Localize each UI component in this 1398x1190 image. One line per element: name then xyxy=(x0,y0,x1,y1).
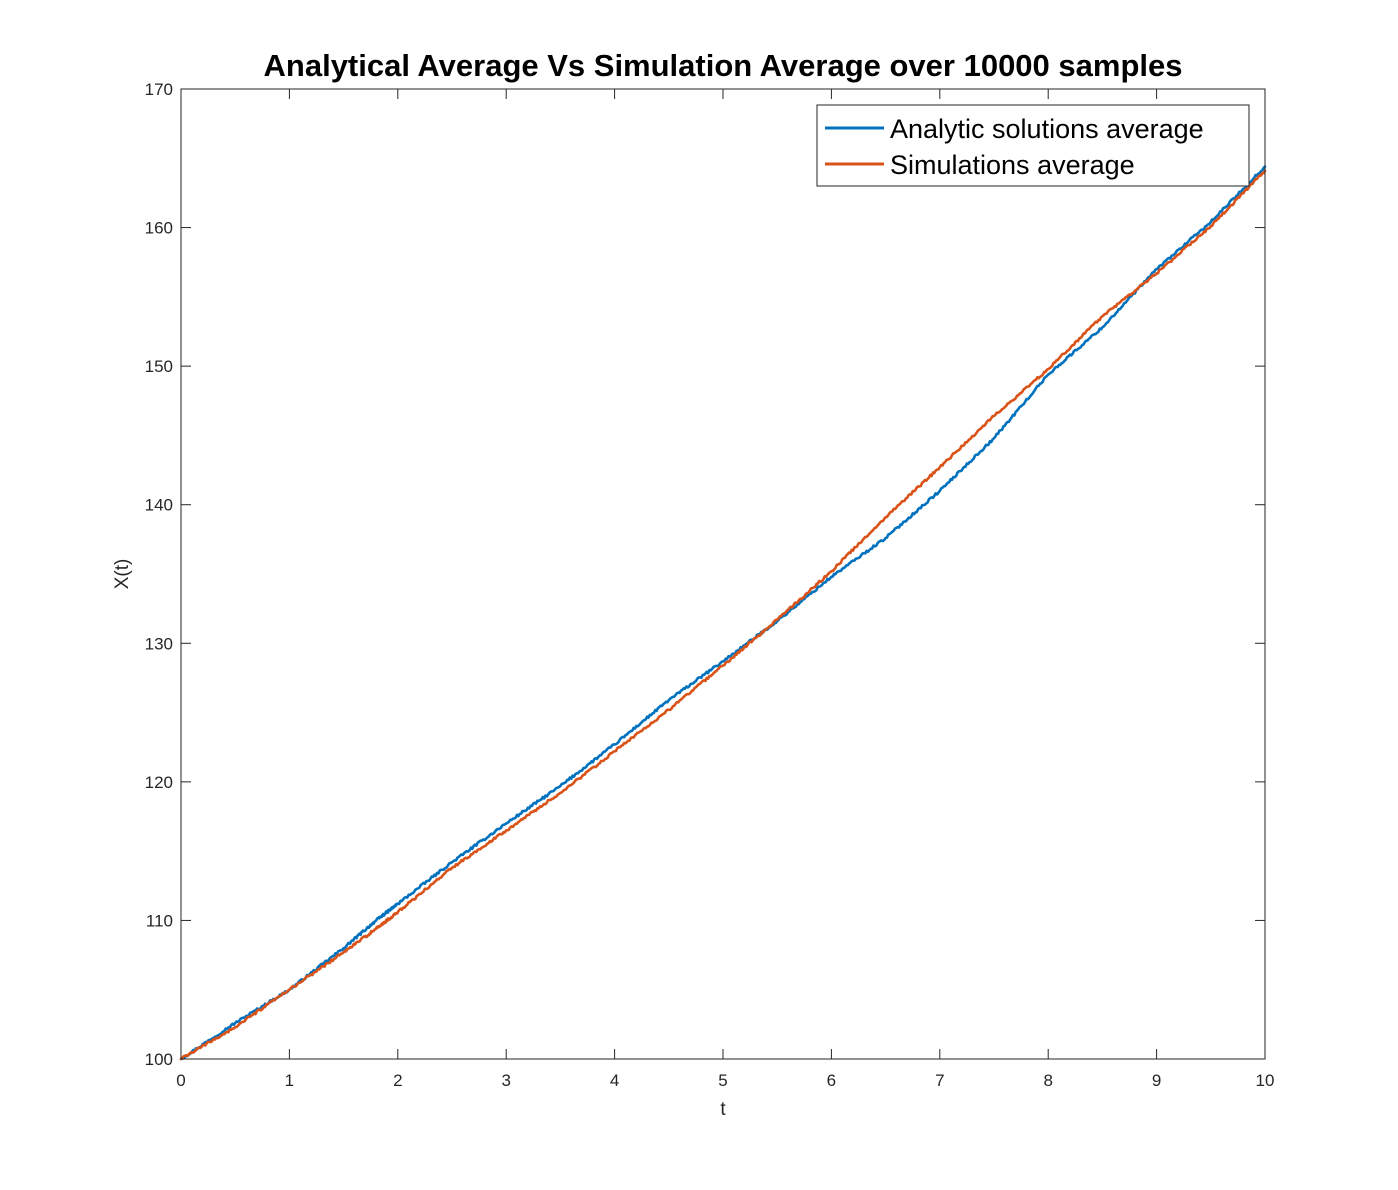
y-tick-label: 110 xyxy=(146,911,173,930)
y-axis-label: X(t) xyxy=(112,559,133,590)
y-tick-label: 160 xyxy=(145,219,173,238)
legend-label-analytic: Analytic solutions average xyxy=(890,114,1204,144)
series-line-simulations xyxy=(179,169,1267,1061)
y-tick-label: 140 xyxy=(145,496,173,515)
legend: Analytic solutions average Simulations a… xyxy=(816,104,1250,187)
x-tick-label: 3 xyxy=(501,1071,510,1090)
x-tick-label: 2 xyxy=(393,1071,402,1090)
x-tick-label: 8 xyxy=(1043,1071,1052,1090)
x-tick-label: 5 xyxy=(718,1071,727,1090)
legend-box xyxy=(816,104,1250,187)
x-tick-label: 9 xyxy=(1152,1071,1161,1090)
y-tick-label: 130 xyxy=(145,634,173,653)
y-tick-label: 150 xyxy=(145,357,173,376)
series-layer xyxy=(179,165,1267,1061)
y-tick-label: 170 xyxy=(145,80,173,99)
legend-label-simulations: Simulations average xyxy=(890,150,1135,180)
x-tick-label: 7 xyxy=(935,1071,944,1090)
ticks-layer: 0 1 2 3 4 5 6 7 8 9 10 100 110 120 130 140 150 160 170 xyxy=(145,80,1275,1090)
x-tick-label: 1 xyxy=(285,1071,294,1090)
x-tick-label: 4 xyxy=(610,1071,619,1090)
x-tick-label: 0 xyxy=(176,1071,185,1090)
chart-title: Analytical Average Vs Simulation Average… xyxy=(264,48,1183,83)
x-axis-label: t xyxy=(720,1099,726,1120)
x-tick-label: 10 xyxy=(1256,1071,1275,1090)
x-tick-label: 6 xyxy=(827,1071,836,1090)
y-tick-label: 120 xyxy=(145,773,173,792)
series-line-analytic xyxy=(179,165,1267,1061)
y-tick-label: 100 xyxy=(145,1050,173,1069)
